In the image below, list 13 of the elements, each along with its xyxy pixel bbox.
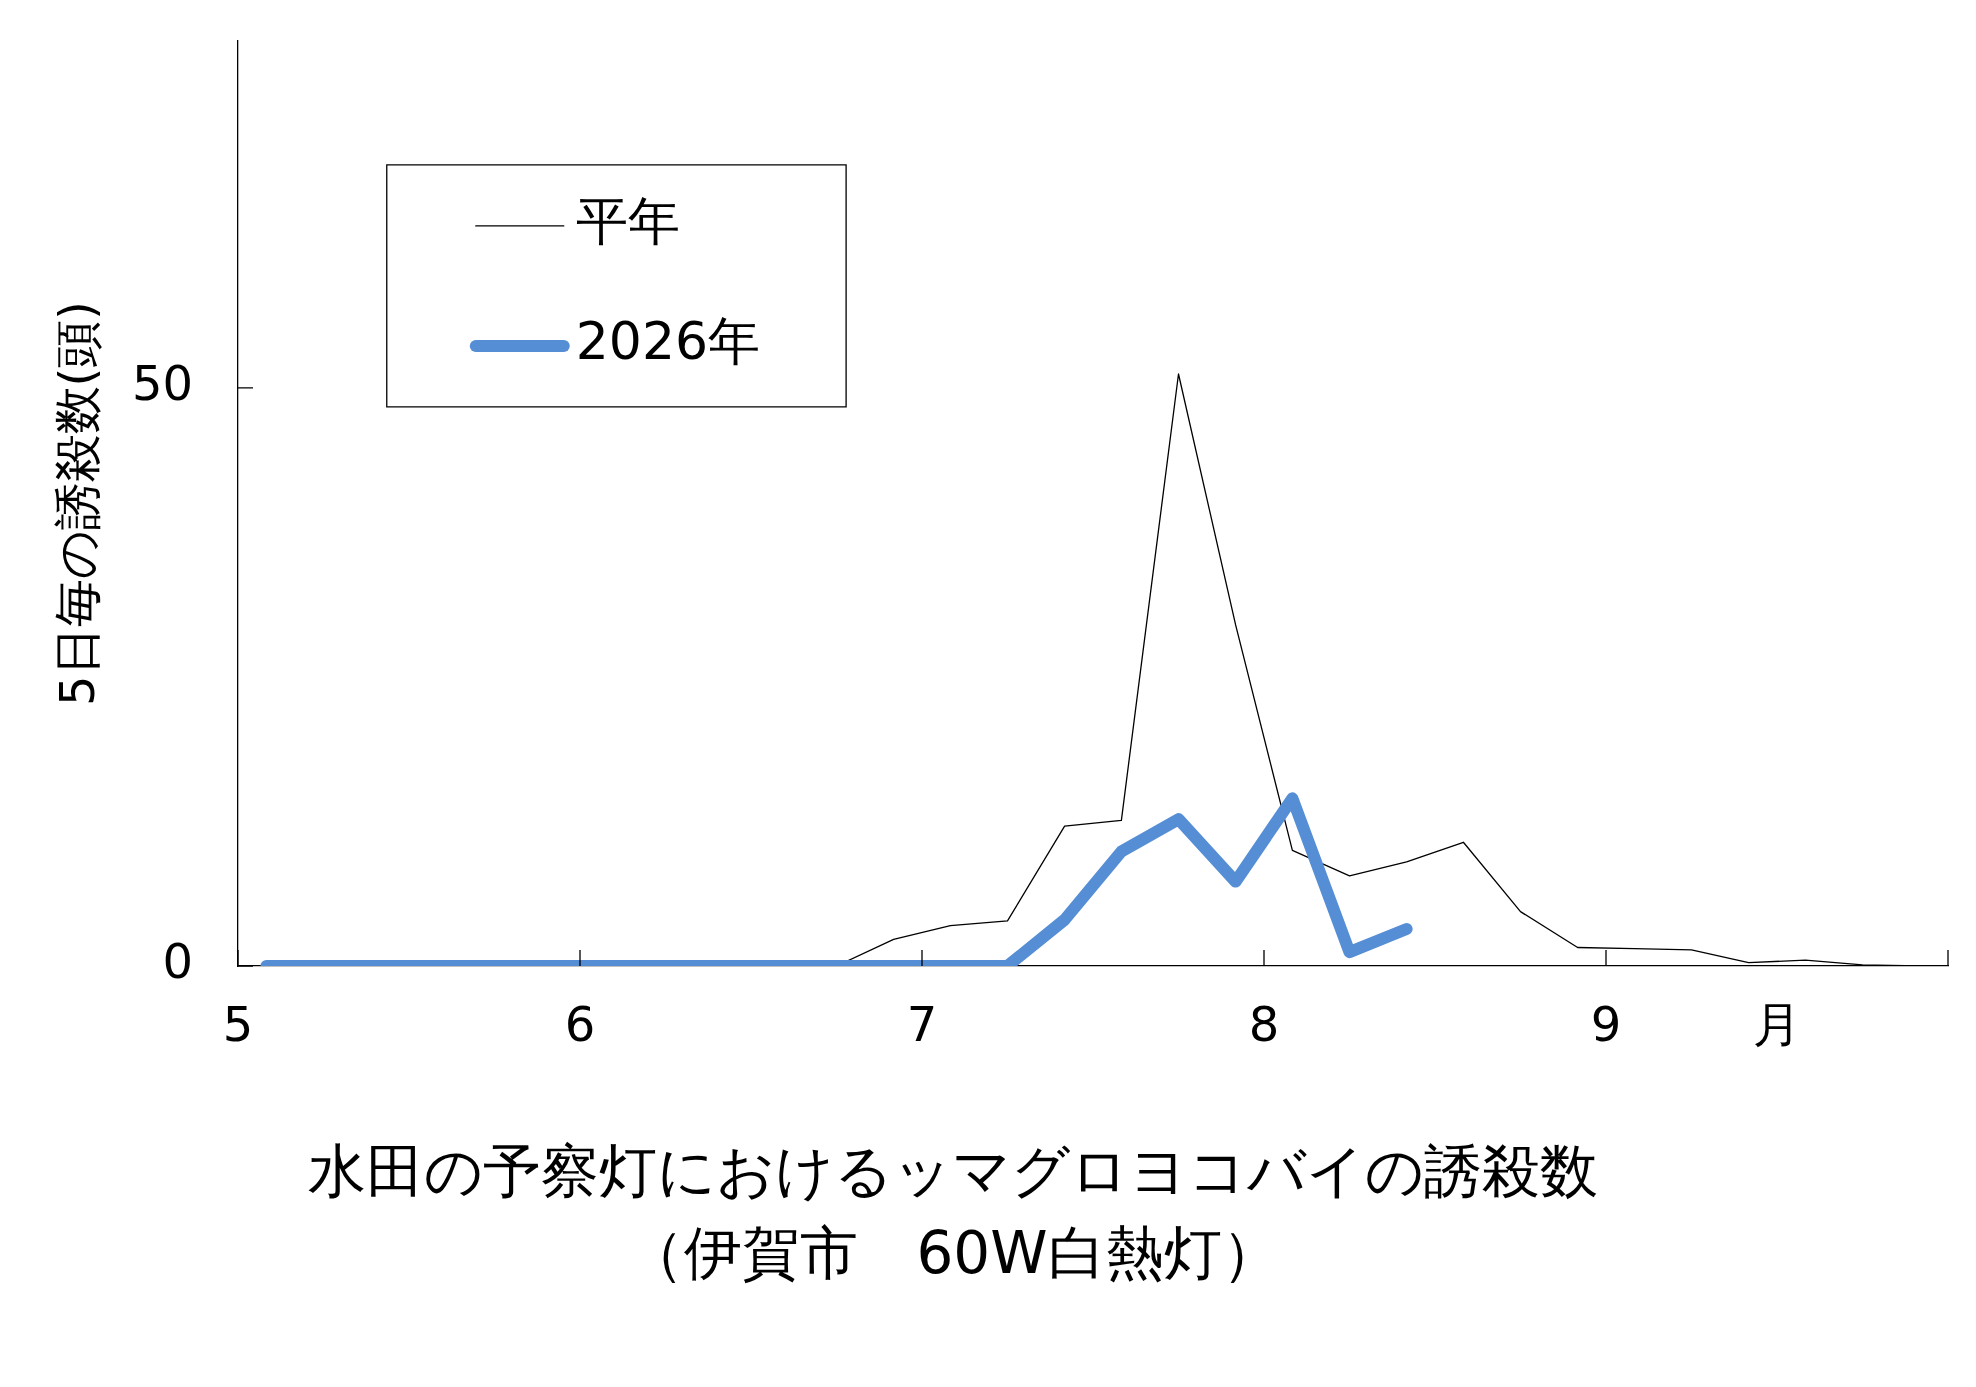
x-tick-label: 5	[222, 996, 254, 1053]
y-tick-label: 0	[162, 933, 193, 990]
y-axis-title: 5日毎の誘殺数(頭)	[49, 301, 106, 706]
y-tick-label: 50	[131, 355, 193, 412]
x-tick-label: 6	[564, 996, 596, 1053]
legend-label: 2026年	[575, 311, 761, 372]
text: 水田の予察灯におけるッマグロヨコバイの誘殺数	[307, 1136, 1599, 1207]
x-tick-label: 7	[906, 996, 938, 1053]
text: （伊賀市 60W白熱灯）	[625, 1218, 1281, 1289]
x-tick-label: 9	[1590, 996, 1622, 1053]
x-tick-label: 8	[1248, 996, 1280, 1053]
legend-label: 平年	[575, 191, 680, 252]
x-axis-title: 月	[1753, 996, 1801, 1053]
